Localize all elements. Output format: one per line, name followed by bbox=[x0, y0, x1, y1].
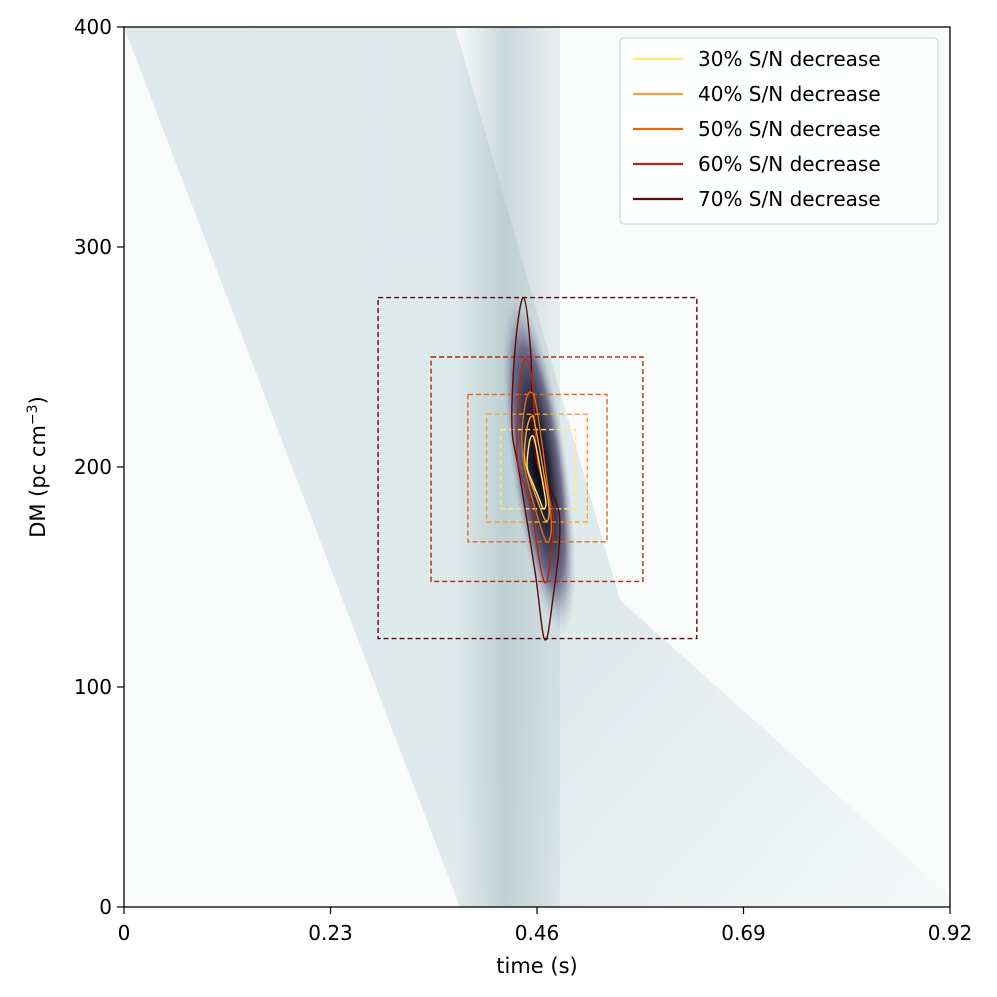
x-tick-label: 0.23 bbox=[308, 921, 353, 945]
sn-contours bbox=[511, 296, 561, 641]
legend-label: 40% S/N decrease bbox=[698, 82, 881, 106]
x-tick-label: 0.46 bbox=[515, 921, 560, 945]
legend-frame bbox=[619, 37, 939, 225]
tolerance-box bbox=[430, 356, 644, 583]
tolerance-box bbox=[377, 296, 698, 640]
tolerance-box bbox=[500, 428, 577, 510]
sn-contour bbox=[511, 296, 561, 641]
legend-label: 50% S/N decrease bbox=[698, 117, 881, 141]
x-tick-label: 0 bbox=[118, 921, 131, 945]
legend: 30% S/N decrease 40% S/N decrease 50% S/N … bbox=[619, 37, 939, 225]
legend-label: 70% S/N decrease bbox=[698, 187, 881, 211]
x-axis-label: time (s) bbox=[496, 954, 577, 978]
tolerance-box bbox=[467, 393, 608, 543]
y-tick-label: 200 bbox=[74, 455, 112, 479]
legend-label: 60% S/N decrease bbox=[698, 152, 881, 176]
tolerance-box bbox=[486, 413, 588, 523]
y-tick-label: 300 bbox=[74, 235, 112, 259]
y-tick-label: 0 bbox=[99, 895, 112, 919]
x-axis: 0 0.23 0.46 0.69 0.92 bbox=[118, 907, 973, 945]
y-axis-label: DM (pc cm−3) bbox=[25, 396, 50, 538]
sn-contour bbox=[520, 391, 553, 544]
x-tick-label: 0.69 bbox=[721, 921, 766, 945]
sn-contour bbox=[523, 414, 550, 522]
sn-contour bbox=[526, 434, 547, 510]
legend-label: 30% S/N decrease bbox=[698, 47, 881, 71]
tolerance-boxes bbox=[377, 296, 698, 640]
y-axis: 0 100 200 300 400 bbox=[74, 15, 124, 919]
x-tick-label: 0.92 bbox=[928, 921, 973, 945]
y-tick-label: 100 bbox=[74, 675, 112, 699]
y-tick-label: 400 bbox=[74, 15, 112, 39]
sn-contour bbox=[516, 358, 555, 584]
